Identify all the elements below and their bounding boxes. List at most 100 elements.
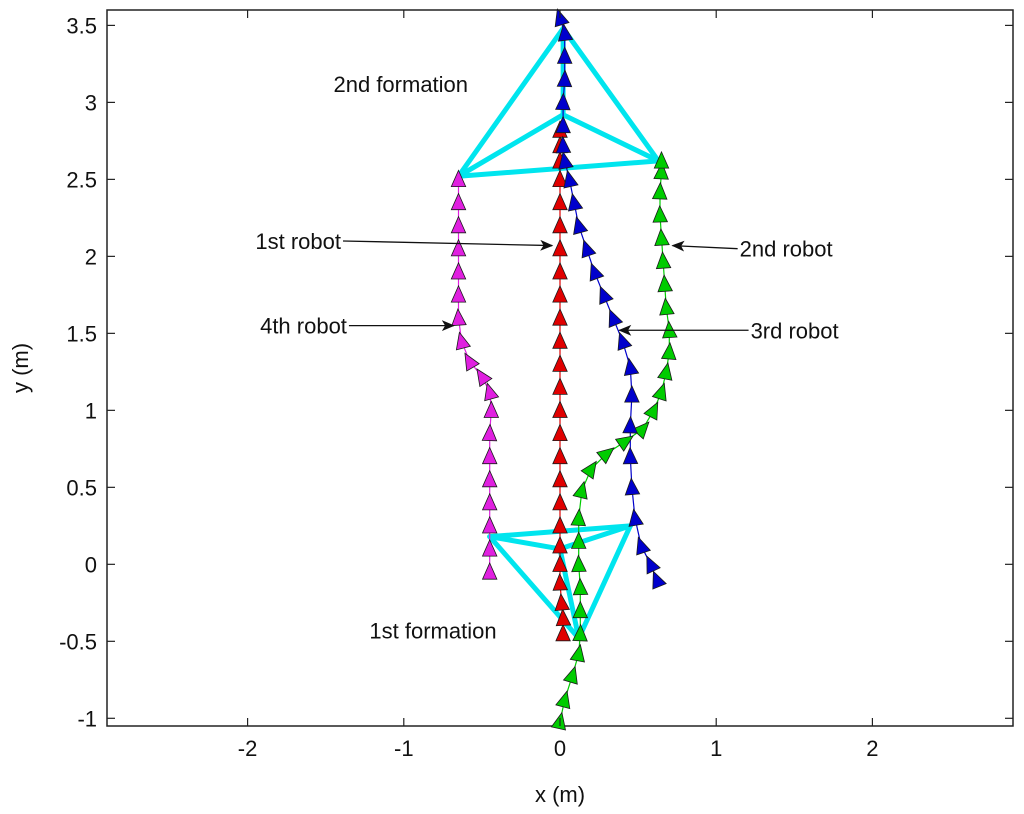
annotation-1st-formation: 1st formation [369, 619, 496, 644]
y-tick-label: -0.5 [59, 629, 97, 654]
1st-robot-marker [552, 377, 568, 395]
2nd-robot-marker [550, 711, 567, 731]
1st-robot-marker [555, 608, 572, 627]
3rd-robot-marker [555, 92, 571, 111]
3rd-robot-marker [554, 8, 570, 28]
x-axis-label: x (m) [535, 782, 585, 807]
3rd-robot-marker [623, 357, 640, 377]
annotation-2nd-formation: 2nd formation [334, 72, 469, 97]
x-tick-label: -1 [394, 736, 414, 761]
2nd-robot-marker [651, 382, 667, 402]
1st-robot-marker [552, 238, 568, 257]
annotation-4th-robot: 4th robot [260, 314, 347, 339]
3rd-robot-marker [624, 477, 641, 496]
2nd-robot-marker [651, 181, 668, 200]
3rd-robot-marker [589, 262, 605, 282]
3rd-robot-marker [563, 169, 579, 189]
y-tick-label: 2 [85, 244, 97, 269]
1st-formation-edge [576, 523, 633, 641]
2nd-robot-marker [653, 150, 670, 169]
2nd-robot-marker [652, 204, 669, 223]
3rd-robot-marker [599, 285, 614, 305]
1st-robot-marker [552, 492, 568, 511]
1st-robot-marker [552, 354, 568, 372]
4th-robot-marker [455, 331, 472, 351]
3rd-robot-marker [555, 135, 572, 154]
4th-robot-marker [481, 492, 498, 511]
1st-robot-marker [552, 308, 568, 326]
3rd-robot-marker [581, 239, 597, 259]
2nd-formation-edge [455, 25, 566, 179]
1st-robot-marker [555, 623, 571, 642]
3rd-robot-marker [646, 555, 661, 575]
2nd-robot-marker [570, 508, 587, 527]
1st-robot-marker [552, 423, 568, 441]
annotations-layer: 2nd formation 1st robot 2nd robot 4th robot… [255, 72, 838, 644]
3rd-robot-marker [556, 69, 573, 88]
2nd-robot-marker [580, 460, 597, 480]
1st-robot-marker [552, 284, 568, 303]
y-tick-label: -1 [77, 706, 97, 731]
3rd-robot-marker [556, 46, 573, 64]
2nd-robot-marker [655, 251, 672, 270]
x-tick-label: 0 [554, 736, 566, 761]
2nd-robot-marker [657, 361, 673, 381]
2nd-robot-marker [572, 623, 588, 642]
4th-robot-marker [450, 169, 467, 187]
y-axis-label: y (m) [8, 343, 33, 393]
1st-robot-marker [552, 572, 569, 591]
markers-layer [450, 8, 678, 731]
1st-robot-marker [552, 535, 568, 554]
2nd-robot-marker [614, 435, 634, 452]
2nd-robot-marker [659, 297, 675, 316]
1st-formation-edge [487, 534, 563, 552]
3rd-robot-marker [558, 151, 574, 170]
1st-robot-marker [552, 215, 568, 234]
2nd-robot-marker [569, 643, 585, 663]
3rd-robot-marker [567, 192, 584, 212]
4th-robot-marker [450, 215, 467, 234]
2nd-robot-marker [631, 421, 650, 440]
3rd-robot-marker [628, 508, 644, 527]
annotation-3rd-robot: 3rd robot [751, 318, 839, 343]
4th-robot-marker [481, 446, 498, 465]
4th-robot-marker [450, 284, 467, 303]
3rd-robot-marker [652, 570, 667, 590]
2nd-robot-marker [572, 480, 588, 500]
x-axis: -2 -1 0 1 2 [238, 10, 879, 761]
annotation-arrow [671, 240, 738, 252]
2nd-formation-edge [455, 112, 566, 179]
1st-robot-marker [554, 592, 571, 612]
1st-robot-marker [552, 515, 568, 534]
x-tick-label: -2 [238, 736, 258, 761]
3rd-robot-marker [573, 215, 589, 235]
x-tick-label: 2 [866, 736, 878, 761]
1st-robot-marker [552, 169, 568, 187]
4th-robot-marker [450, 192, 467, 211]
2nd-robot-marker [596, 447, 615, 465]
4th-robot-marker [464, 352, 480, 372]
2nd-formation-edge [455, 158, 661, 179]
y-tick-label: 3 [85, 90, 97, 115]
y-tick-label: 3.5 [66, 13, 97, 38]
1st-robot-marker [552, 261, 568, 280]
2nd-robot-marker [555, 690, 571, 710]
4th-robot-marker [481, 423, 498, 442]
1st-robot-marker [552, 554, 568, 572]
3rd-robot-marker [557, 23, 574, 42]
4th-robot-marker [481, 515, 498, 534]
1st-robot-marker [552, 331, 568, 349]
4th-robot-marker [484, 382, 500, 402]
2nd-robot-marker [653, 161, 669, 180]
y-tick-label: 0 [85, 552, 97, 577]
annotation-arrow [342, 239, 554, 251]
3rd-robot-marker [608, 308, 624, 328]
2nd-robot-marker [657, 274, 674, 293]
4th-robot-marker [451, 308, 467, 327]
y-tick-label: 1 [85, 398, 97, 423]
1st-formation-edge [557, 523, 633, 552]
2nd-formation-edge [560, 112, 661, 164]
3rd-robot-marker [622, 415, 638, 434]
y-tick-label: 2.5 [66, 167, 97, 192]
